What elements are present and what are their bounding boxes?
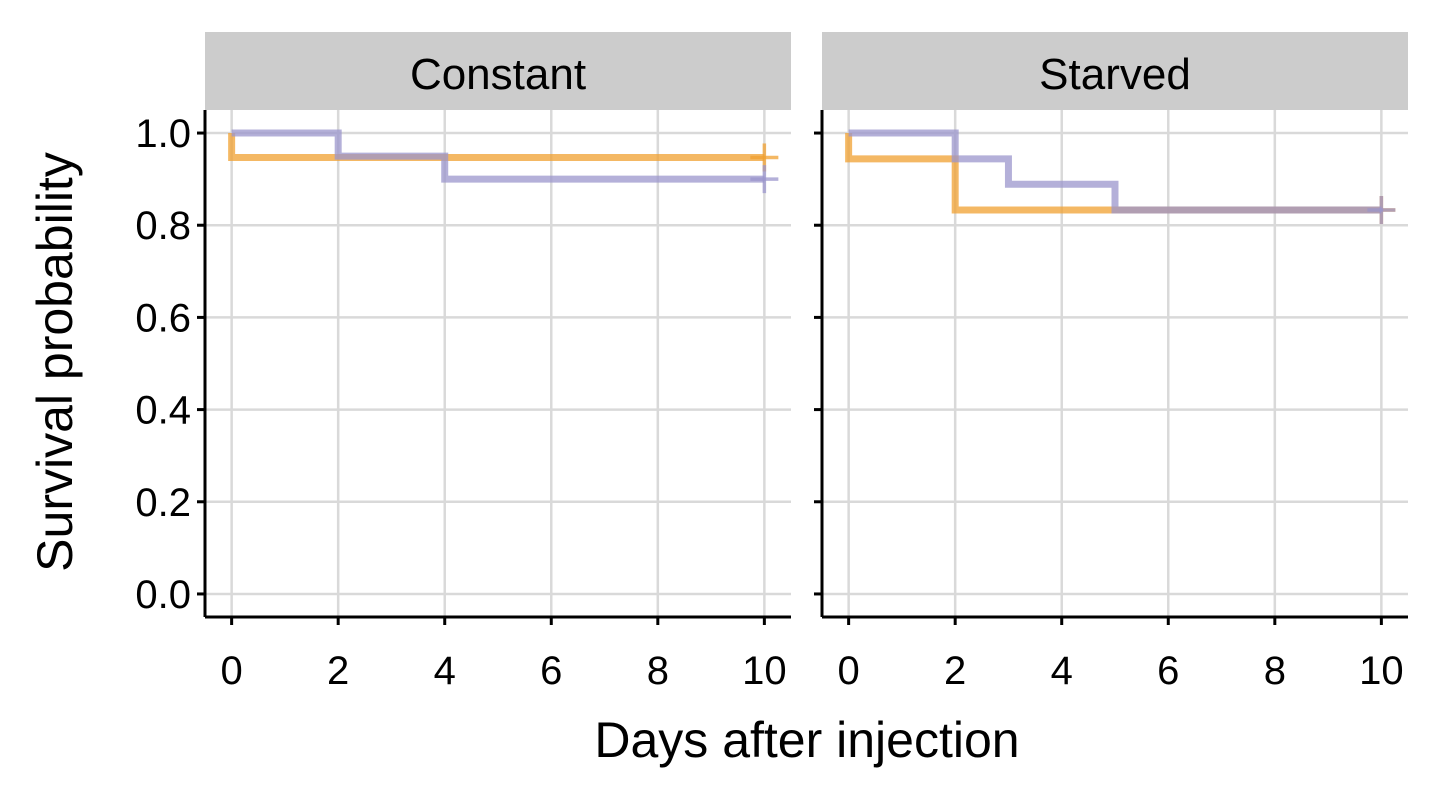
survival-curve-2 [231,129,765,183]
y-tick-label: 1.0 [135,112,191,156]
panel-title: Starved [1039,50,1191,99]
y-tick-label: 0.6 [135,296,191,340]
panel-strip [822,32,1408,110]
y-tick-label: 0.8 [135,204,191,248]
x-tick-label: 2 [327,649,349,693]
panel-constant: Constant 0 2 4 6 8 10 0.0 0.2 0.4 0.6 0.8 1.0 [135,32,791,693]
x-tick-label: 8 [1264,649,1286,693]
x-tick-label: 4 [434,649,456,693]
x-tick-label: 8 [647,649,669,693]
panel-strip [205,32,791,110]
panel-starved: Starved 0 2 4 6 8 10 [814,32,1408,693]
survival-curve-1 [228,133,765,161]
survival-curve-2 [848,129,1382,214]
x-tick-label: 10 [1359,649,1404,693]
x-tick-label: 0 [221,649,243,693]
x-tick-label: 2 [944,649,966,693]
y-tick-label: 0.2 [135,481,191,525]
x-tick-label: 10 [742,649,787,693]
x-tick-label: 4 [1051,649,1073,693]
y-tick-label: 0.4 [135,389,191,433]
y-axis-label: Survival probability [27,152,83,572]
x-tick-label: 0 [838,649,860,693]
x-axis-label: Days after injection [594,712,1019,768]
panel-title: Constant [410,50,586,99]
x-tick-label: 6 [1157,649,1179,693]
x-tick-label: 6 [540,649,562,693]
y-tick-label: 0.0 [135,573,191,617]
